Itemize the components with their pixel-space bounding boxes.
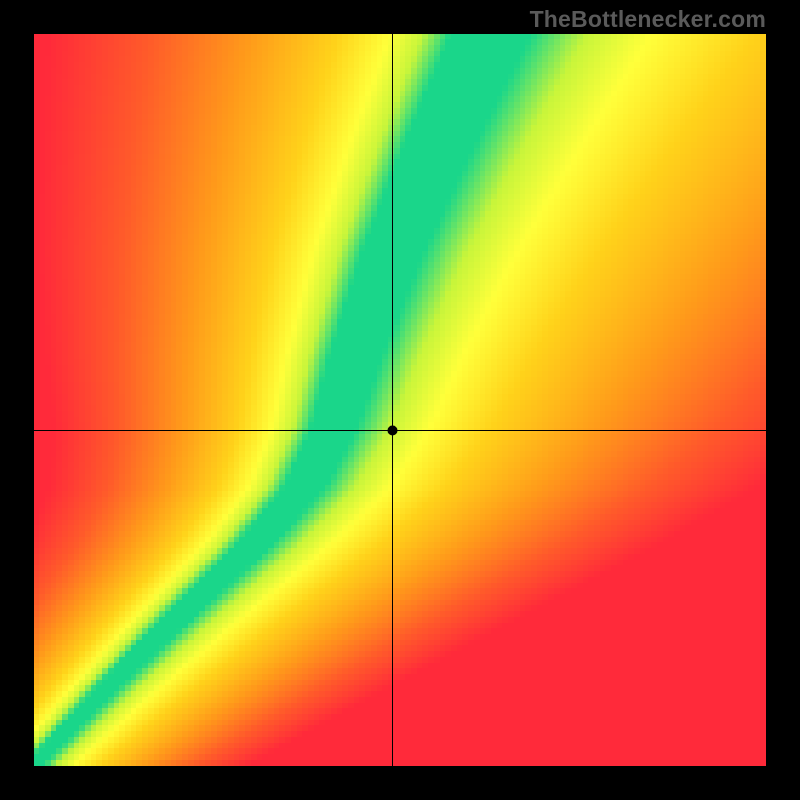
plot-area <box>34 34 766 766</box>
chart-frame: TheBottlenecker.com <box>0 0 800 800</box>
heatmap-canvas <box>34 34 766 766</box>
watermark-text: TheBottlenecker.com <box>530 6 766 33</box>
